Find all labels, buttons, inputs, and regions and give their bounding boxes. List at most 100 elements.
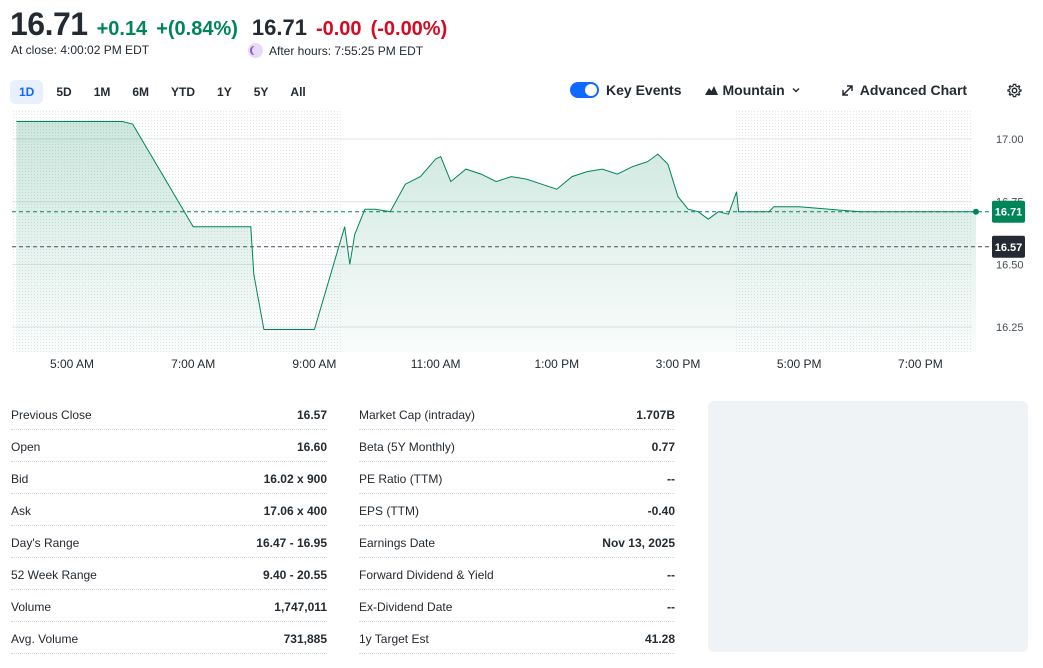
chart-type-label: Mountain: [722, 82, 785, 98]
y-tick-label: 17.00: [996, 134, 1024, 146]
chevron-down-icon: [792, 88, 800, 93]
tab-5y[interactable]: 5Y: [253, 85, 269, 99]
stats-left: Previous Close 16.57 Open 16.60 Bid 16.02 x…: [11, 398, 327, 654]
stat-value: 16.02 x 900: [263, 471, 327, 486]
expand-icon: [841, 84, 853, 96]
stat-value: 16.47 - 16.95: [256, 535, 327, 550]
y-tick-label: 16.25: [996, 322, 1024, 334]
x-tick-label: 11:00 AM: [411, 357, 461, 371]
stat-value: 0.77: [651, 439, 675, 454]
previous-close-tag: 16.57: [992, 235, 1025, 258]
stat-eps: EPS (TTM) -0.40: [359, 494, 675, 526]
key-events-label: Key Events: [606, 82, 682, 98]
stat-pe-ratio: PE Ratio (TTM) --: [359, 462, 675, 494]
tab-1m[interactable]: 1M: [93, 85, 111, 99]
last-price-dot: [972, 208, 979, 215]
after-hours-label: After hours: 7:55:25 PM EDT: [269, 43, 424, 58]
stat-ask: Ask 17.06 x 400: [11, 494, 327, 526]
stat-label: Market Cap (intraday): [359, 407, 476, 422]
stat-label: EPS (TTM): [359, 503, 419, 518]
stat-volume: Volume 1,747,011: [11, 590, 327, 622]
tab-ytd[interactable]: YTD: [171, 85, 196, 99]
x-tick-label: 3:00 PM: [656, 357, 701, 371]
key-events-toggle[interactable]: [570, 82, 599, 98]
current-price-tag: 16.71: [992, 200, 1025, 223]
gear-icon: [1007, 83, 1022, 97]
stat-value: --: [667, 567, 675, 582]
stat-value: 9.40 - 20.55: [262, 567, 327, 582]
after-hours-timestamp: After hours: 7:55:25 PM EDT: [248, 43, 423, 58]
x-tick-label: 7:00 PM: [898, 357, 943, 371]
stats-right: Market Cap (intraday) 1.707B Beta (5Y Mon…: [359, 398, 675, 654]
stat-earnings-date: Earnings Date Nov 13, 2025: [359, 526, 675, 558]
price-change-percent: +(0.84%): [156, 18, 238, 40]
stat-value: --: [667, 471, 675, 486]
x-tick-label: 5:00 PM: [777, 357, 822, 371]
chart-settings-button[interactable]: [1007, 83, 1022, 98]
stat-market-cap: Market Cap (intraday) 1.707B: [359, 398, 675, 430]
moon-icon: [248, 43, 263, 58]
stat-days-range: Day's Range 16.47 - 16.95: [11, 526, 327, 558]
stat-value: 41.28: [644, 631, 675, 646]
stat-label: Earnings Date: [359, 535, 436, 550]
stat-52-week-range: 52 Week Range 9.40 - 20.55: [11, 558, 327, 590]
ad-placeholder: [708, 401, 1028, 652]
stat-value: 17.06 x 400: [263, 503, 327, 518]
stat-label: 1y Target Est: [359, 631, 429, 646]
tab-1d[interactable]: 1D: [10, 80, 44, 104]
stat-ex-dividend-date: Ex-Dividend Date --: [359, 590, 675, 622]
tab-6m[interactable]: 6M: [132, 85, 150, 99]
stat-bid: Bid 16.02 x 900: [11, 462, 327, 494]
x-tick-label: 5:00 AM: [50, 357, 94, 371]
stat-beta: Beta (5Y Monthly) 0.77: [359, 430, 675, 462]
y-tick-label: 16.50: [996, 259, 1024, 271]
stat-value: 1,747,011: [274, 599, 327, 614]
tab-5d[interactable]: 5D: [56, 85, 72, 99]
advanced-chart-label: Advanced Chart: [859, 82, 968, 98]
price-area-fill: [16, 121, 976, 352]
previous-close-tag-bg: [992, 235, 1025, 258]
current-price-tag-bg: [992, 200, 1025, 223]
mountain-icon: [705, 86, 719, 95]
stat-open: Open 16.60: [11, 430, 327, 462]
stat-avg-volume: Avg. Volume 731,885: [11, 622, 327, 654]
stat-label: Avg. Volume: [11, 631, 79, 646]
previous-close-tag-label: 16.57: [995, 242, 1023, 254]
stat-label: Volume: [11, 599, 52, 614]
stat-value: 731,885: [283, 631, 327, 646]
stat-value: -0.40: [647, 503, 675, 518]
stat-label: 52 Week Range: [11, 567, 97, 582]
stat-value: --: [667, 599, 675, 614]
x-tick-label: 7:00 AM: [171, 357, 215, 371]
stat-forward-dividend: Forward Dividend & Yield --: [359, 558, 675, 590]
tab-1y[interactable]: 1Y: [217, 85, 232, 99]
stat-value: Nov 13, 2025: [602, 535, 675, 550]
stat-target-est: 1y Target Est 41.28: [359, 622, 675, 654]
price-change: +0.14: [96, 18, 148, 40]
advanced-chart-button[interactable]: Advanced Chart: [841, 82, 967, 98]
stat-value: 16.57: [296, 407, 327, 422]
stat-label: Day's Range: [11, 535, 80, 550]
stat-label: PE Ratio (TTM): [359, 471, 443, 486]
close-timestamp: At close: 4:00:02 PM EDT: [11, 43, 150, 57]
tab-all[interactable]: All: [290, 85, 306, 99]
after-hours-price: 16.71: [251, 15, 307, 40]
stat-label: Previous Close: [11, 407, 92, 422]
stat-value: 1.707B: [636, 407, 675, 422]
after-hours-change-percent: (-0.00%): [370, 18, 448, 40]
stat-label: Ask: [11, 503, 32, 518]
current-price: 16.71: [10, 6, 88, 42]
price-line: [16, 121, 976, 330]
chart-toolbar: Key Events Mountain Advanced Chart: [570, 82, 1022, 98]
stat-label: Open: [11, 439, 41, 454]
stat-label: Beta (5Y Monthly): [359, 439, 455, 454]
stat-previous-close: Previous Close 16.57: [11, 398, 327, 430]
x-tick-label: 1:00 PM: [534, 357, 579, 371]
current-price-tag-label: 16.71: [995, 207, 1023, 219]
stat-label: Bid: [11, 471, 29, 486]
chart-type-dropdown[interactable]: Mountain: [705, 82, 800, 98]
x-tick-label: 9:00 AM: [292, 357, 336, 371]
